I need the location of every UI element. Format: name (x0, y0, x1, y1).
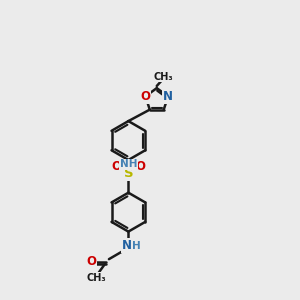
Text: CH₃: CH₃ (154, 72, 173, 82)
Text: NH: NH (120, 159, 137, 170)
Text: O: O (140, 90, 150, 103)
Text: N: N (122, 239, 132, 252)
Text: H: H (132, 241, 141, 251)
Text: N: N (163, 90, 173, 103)
Text: CH₃: CH₃ (87, 272, 106, 283)
Text: O: O (112, 160, 122, 173)
Text: O: O (135, 160, 145, 173)
Text: S: S (124, 167, 133, 180)
Text: O: O (86, 255, 96, 268)
